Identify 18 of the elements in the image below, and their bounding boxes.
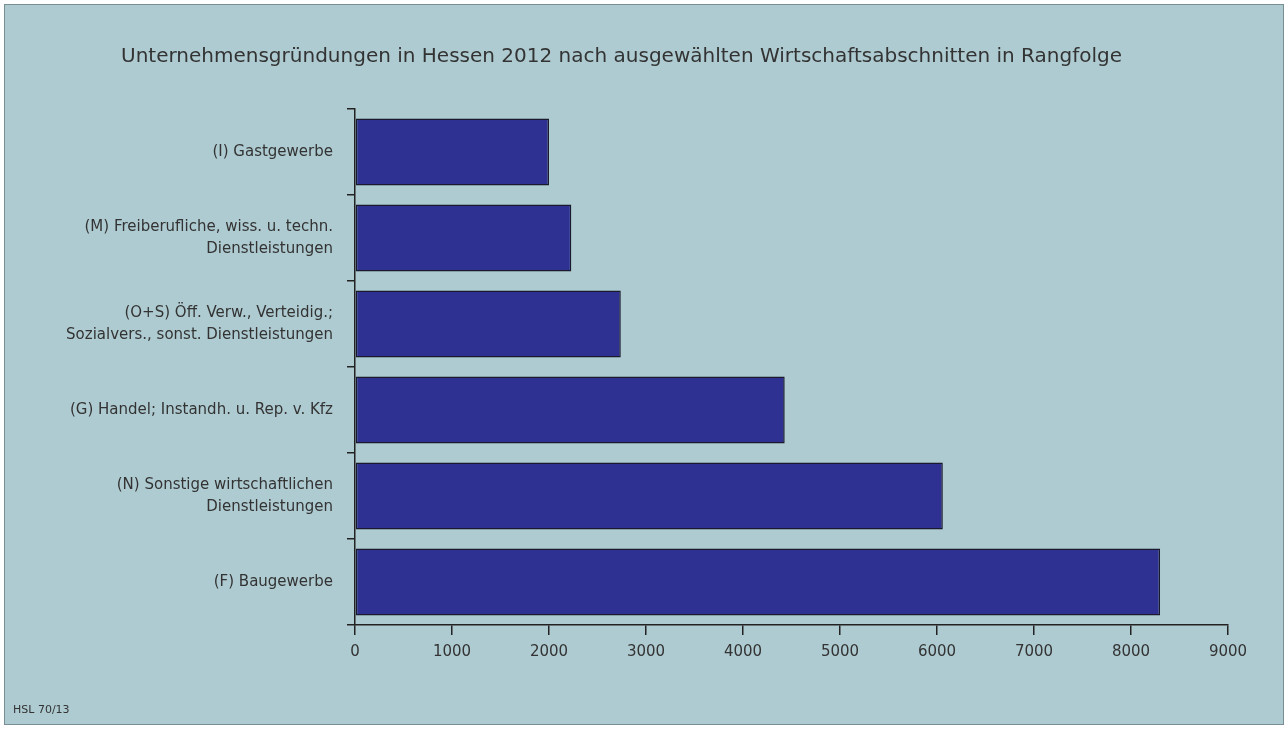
x-tick-label: 8000 xyxy=(1111,641,1151,660)
y-tick-label: (G) Handel; Instandh. u. Rep. v. Kfz xyxy=(69,399,334,418)
x-tick-label: 1000 xyxy=(432,641,472,660)
x-tick-label: 5000 xyxy=(820,641,860,660)
y-tick-label: (O+S) Öff. Verw., Verteidig.; Sozialvers., sonst. Dienstleistungen xyxy=(66,302,333,343)
x-tick-label: 6000 xyxy=(917,641,957,660)
y-tick-label: (M) Freiberufliche, wiss. u. techn. Dienstleistungen xyxy=(84,217,333,257)
x-tick-label: 3000 xyxy=(626,641,666,660)
chart-title: Unternehmensgründungen in Hessen 2012 nach ausgewählten Wirtschaftsabschnitten in Rangfolge xyxy=(121,43,1122,68)
x-tick-label: 9000 xyxy=(1208,641,1248,660)
x-tick-label: 7000 xyxy=(1014,641,1054,660)
x-tick-label: 2000 xyxy=(529,641,569,660)
x-tick-label: 0 xyxy=(350,641,360,660)
y-tick-label: (N) Sonstige wirtschaftlichen Dienstleistungen xyxy=(116,475,333,515)
y-tick-label: (I) Gastgewerbe xyxy=(212,141,333,160)
y-tick-label: (F) Baugewerbe xyxy=(213,571,333,590)
x-tick-label: 4000 xyxy=(723,641,763,660)
text: HSL 70/13 xyxy=(13,703,70,717)
